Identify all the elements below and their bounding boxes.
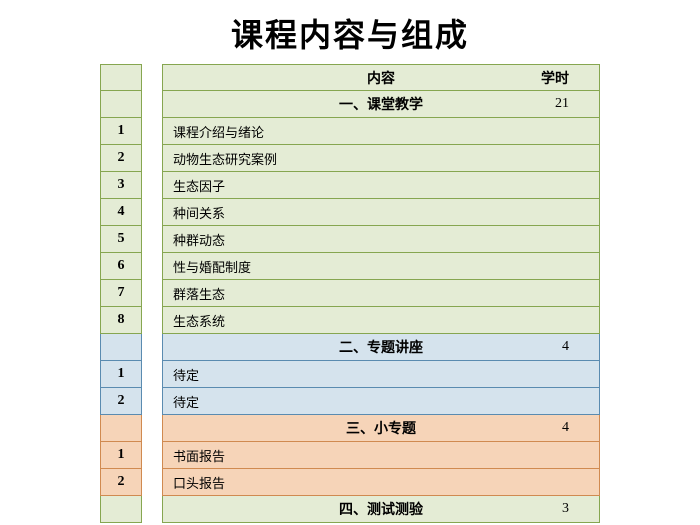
number-cell: 8 [100, 307, 142, 334]
section-heading-row: 四、测试测验 3 [162, 496, 600, 523]
page-title: 课程内容与组成 [0, 0, 700, 64]
content-item-row: 动物生态研究案例 [162, 145, 600, 172]
syllabus-table: 123456781212 内容学时一、课堂教学21课程介绍与绪论动物生态研究案例… [0, 64, 700, 523]
number-cell-empty [100, 91, 142, 118]
section-hours: 3 [562, 501, 569, 517]
number-cell: 6 [100, 253, 142, 280]
column-gap [142, 64, 162, 523]
section-hours: 4 [562, 420, 569, 436]
section-label: 一、课堂教学 [339, 94, 423, 114]
content-item-row: 待定 [162, 361, 600, 388]
table-header-row: 内容 学时 [162, 64, 600, 91]
content-item-row: 书面报告 [162, 442, 600, 469]
content-item-row: 待定 [162, 388, 600, 415]
section-label: 二、专题讲座 [339, 337, 423, 357]
number-cell-empty [100, 64, 142, 91]
number-cell: 7 [100, 280, 142, 307]
number-cell: 2 [100, 388, 142, 415]
content-item-row: 生态系统 [162, 307, 600, 334]
content-item-row: 课程介绍与绪论 [162, 118, 600, 145]
content-item-row: 种间关系 [162, 199, 600, 226]
number-cell: 2 [100, 469, 142, 496]
section-label: 三、小专题 [346, 418, 416, 438]
number-cell-empty [100, 334, 142, 361]
content-item-row: 性与婚配制度 [162, 253, 600, 280]
number-cell: 3 [100, 172, 142, 199]
section-heading-row: 一、课堂教学 21 [162, 91, 600, 118]
number-cell-empty [100, 415, 142, 442]
content-item-row: 生态因子 [162, 172, 600, 199]
section-hours: 21 [555, 96, 569, 112]
section-heading-row: 二、专题讲座 4 [162, 334, 600, 361]
number-column: 123456781212 [100, 64, 142, 523]
header-content-label: 内容 [367, 68, 395, 88]
number-cell: 5 [100, 226, 142, 253]
section-label: 四、测试测验 [339, 499, 423, 519]
section-heading-row: 三、小专题 4 [162, 415, 600, 442]
number-cell: 2 [100, 145, 142, 172]
number-cell: 4 [100, 199, 142, 226]
number-cell: 1 [100, 361, 142, 388]
content-item-row: 群落生态 [162, 280, 600, 307]
section-hours: 4 [562, 339, 569, 355]
number-cell-empty [100, 496, 142, 523]
number-cell: 1 [100, 442, 142, 469]
content-item-row: 种群动态 [162, 226, 600, 253]
number-cell: 1 [100, 118, 142, 145]
content-column: 内容 学时一、课堂教学 21 课程介绍与绪论动物生态研究案例生态因子种间关系种群动态性… [162, 64, 600, 523]
header-hours-label: 学时 [541, 68, 569, 88]
content-item-row: 口头报告 [162, 469, 600, 496]
